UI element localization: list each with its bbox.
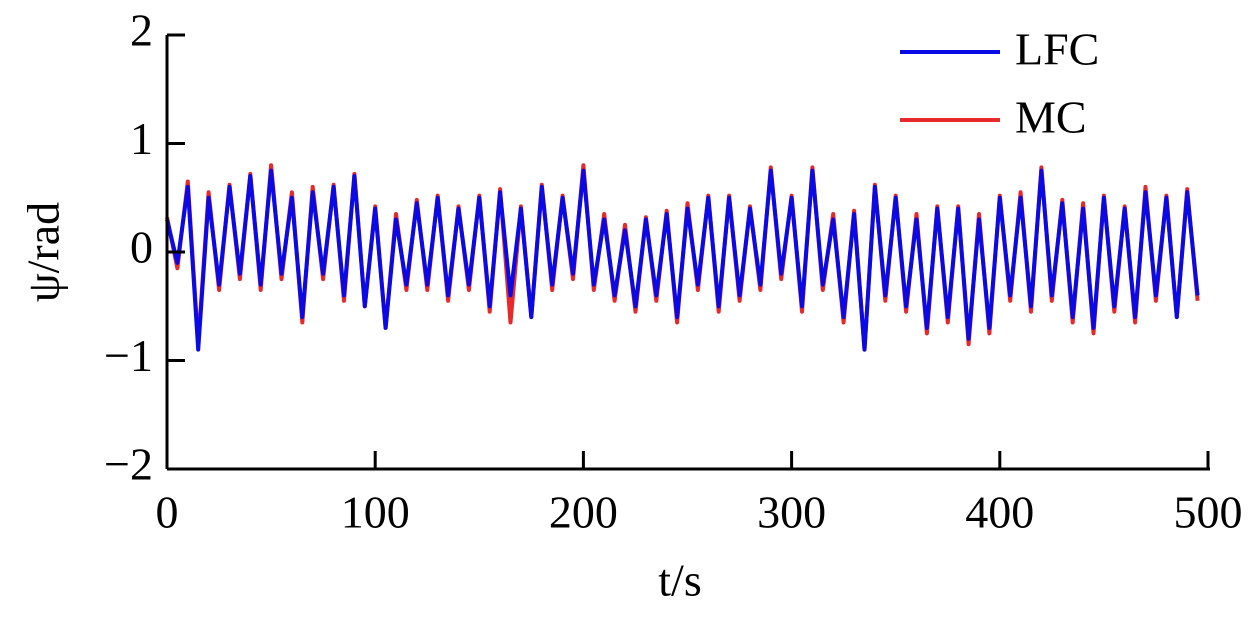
- y-tick-label: −2: [104, 439, 153, 490]
- x-tick-label: 100: [341, 487, 410, 538]
- y-tick-label: −1: [104, 330, 153, 381]
- y-tick-label: 0: [130, 222, 153, 273]
- x-axis-label: t/s: [658, 555, 701, 606]
- x-tick-label: 500: [1174, 487, 1243, 538]
- x-tick-label: 300: [757, 487, 826, 538]
- data-line: [165, 168, 1200, 352]
- y-tick-label: 1: [130, 113, 153, 164]
- x-tick-label: 0: [156, 487, 179, 538]
- y-tick-label: 2: [130, 5, 153, 56]
- y-axis-label: ψ/rad: [18, 202, 69, 302]
- x-tick-label: 400: [965, 487, 1034, 538]
- legend-label: LFC: [1015, 24, 1099, 75]
- legend-label: MC: [1015, 92, 1087, 143]
- x-tick-label: 200: [549, 487, 618, 538]
